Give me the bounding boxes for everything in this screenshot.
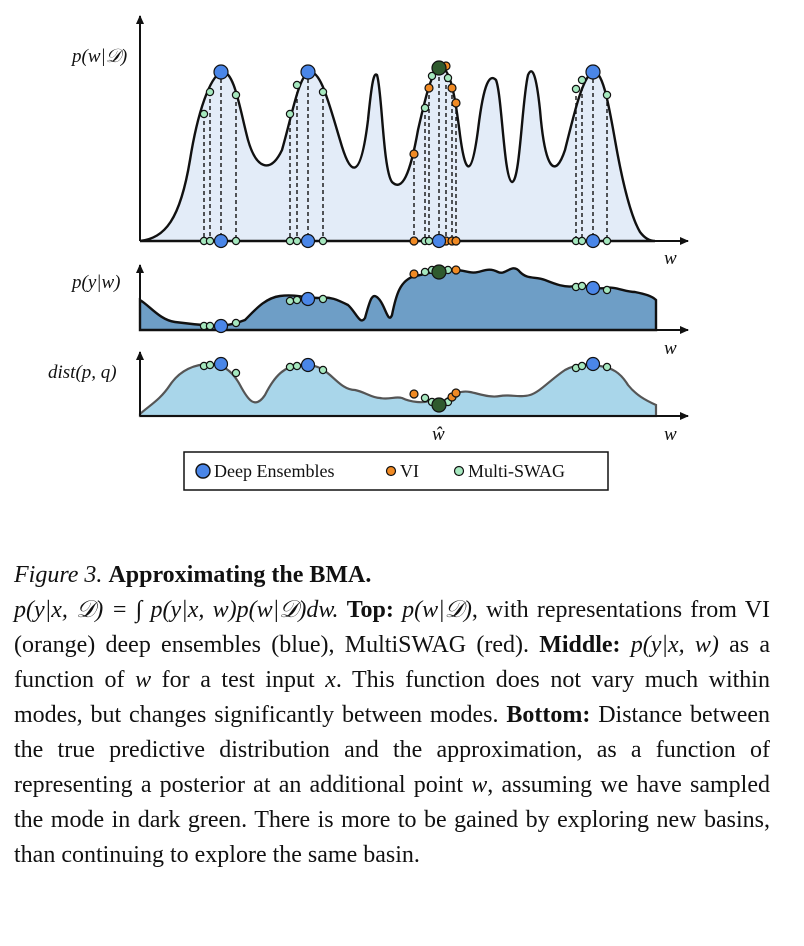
legend-multi-swag: Multi-SWAG	[468, 461, 565, 481]
middle-label: Middle:	[539, 632, 621, 658]
bottom-label: Bottom:	[506, 702, 591, 728]
top-text: , with representations from VI (orange) …	[14, 597, 771, 658]
distance-curve	[138, 362, 658, 418]
bottom-text-1: Distance between the true predictive dis…	[14, 702, 770, 798]
top-label: Top:	[346, 597, 394, 623]
top-curve-markers	[199, 60, 612, 159]
middle-y-label: p(y|w)	[70, 272, 120, 293]
middle-panel: p(y|w) w	[70, 264, 689, 359]
middle-x-label: w	[664, 338, 677, 359]
top-y-label: p(w|𝒟)	[70, 46, 127, 67]
middle-text-1: as a function of	[14, 632, 771, 693]
caption-title: Approximating the BMA.	[108, 562, 372, 588]
top-math: p(w|𝒟)	[402, 597, 472, 623]
top-axis-markers	[199, 233, 612, 249]
bottom-panel: dist(p, q) w ŵ	[48, 351, 689, 445]
dashed-drop-lines	[203, 70, 608, 241]
top-x-label: w	[664, 248, 677, 269]
bottom-text-2: , assuming we have sampled the mode in d…	[14, 772, 770, 868]
middle-w: w	[135, 667, 152, 693]
deep-ensembles-legend-marker	[195, 463, 211, 479]
legend: Deep Ensembles VI Multi-SWAG	[183, 451, 609, 491]
figure-label: Figure 3.	[14, 562, 103, 588]
bottom-markers	[199, 356, 612, 413]
bottom-y-label: dist(p, q)	[48, 362, 117, 383]
middle-x: x	[325, 667, 336, 693]
legend-deep-ensembles: Deep Ensembles	[214, 461, 334, 481]
posterior-curve	[139, 66, 656, 243]
middle-math: p(y|x, w)	[630, 632, 719, 658]
vi-legend-marker	[385, 465, 397, 477]
w-hat-tick-label: ŵ	[432, 424, 445, 445]
figure-caption: Figure 3. Approximating the BMA. p(y|x, …	[14, 558, 770, 873]
top-panel: p(w|𝒟) w	[70, 15, 689, 269]
bottom-w: w	[471, 772, 488, 798]
bottom-x-label: w	[664, 424, 677, 445]
bma-equation: p(y|x, 𝒟) = ∫ p(y|x, w)p(w|𝒟)dw.	[14, 597, 339, 623]
multiswag-legend-marker	[453, 465, 465, 477]
middle-text-2: for a test input	[151, 667, 326, 693]
middle-text-3: . This function does not vary much withi…	[14, 667, 770, 728]
legend-vi: VI	[400, 461, 419, 481]
middle-markers	[199, 264, 612, 334]
bma-figure: p(w|𝒟) w	[48, 15, 689, 491]
